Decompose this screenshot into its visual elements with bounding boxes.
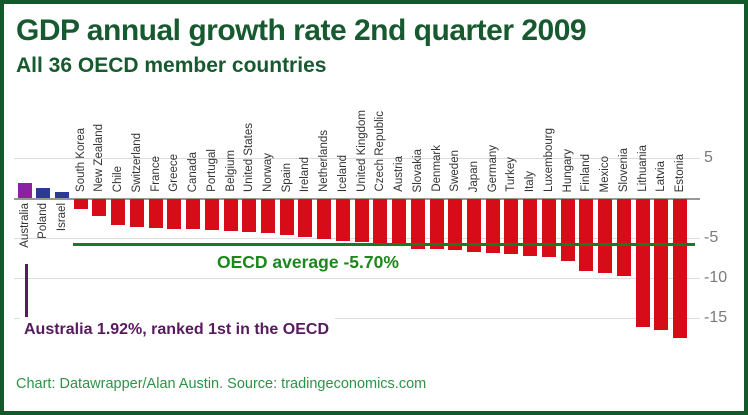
- country-label-luxembourg: Luxembourg: [542, 128, 555, 192]
- country-label-united-states: United States: [243, 122, 256, 192]
- bar-united-kingdom: [354, 199, 369, 243]
- country-label-slovakia: Slovakia: [411, 148, 424, 192]
- country-label-norway: Norway: [261, 153, 274, 192]
- country-label-iceland: Iceland: [336, 154, 349, 192]
- bar-hungary: [560, 199, 575, 262]
- bar-luxembourg: [541, 199, 556, 258]
- country-label-netherlands: Netherlands: [318, 129, 331, 192]
- y-tick-label--15: -15: [704, 309, 728, 326]
- bar-norway: [260, 199, 275, 234]
- bar-netherlands: [317, 199, 332, 239]
- country-label-mexico: Mexico: [599, 155, 612, 192]
- bar-iceland: [335, 199, 350, 241]
- bar-israel: [54, 191, 69, 198]
- country-label-united-kingdom: United Kingdom: [355, 110, 368, 192]
- country-label-chile: Chile: [112, 165, 125, 192]
- gridline--10: [14, 278, 700, 279]
- country-label-portugal: Portugal: [205, 149, 218, 192]
- bar-czech-republic: [373, 199, 388, 244]
- country-label-ireland: Ireland: [299, 156, 312, 192]
- bar-japan: [467, 199, 482, 252]
- country-label-switzerland: Switzerland: [130, 132, 143, 192]
- country-label-south-korea: South Korea: [74, 128, 87, 192]
- bar-sweden: [448, 199, 463, 251]
- country-label-sweden: Sweden: [449, 150, 462, 192]
- bar-slovenia: [616, 199, 631, 276]
- bar-south-korea: [73, 199, 88, 209]
- australia-callout-label: Australia 1.92%, ranked 1st in the OECD: [20, 318, 335, 342]
- bar-canada: [186, 199, 201, 230]
- country-label-greece: Greece: [168, 154, 181, 192]
- country-label-germany: Germany: [486, 144, 499, 192]
- gridline--15: [14, 318, 700, 319]
- bar-france: [148, 199, 163, 228]
- bar-ireland: [298, 199, 313, 237]
- country-label-japan: Japan: [468, 160, 481, 192]
- country-label-spain: Spain: [280, 162, 293, 192]
- country-label-italy: Italy: [524, 170, 537, 192]
- oecd-average-line: [73, 242, 695, 246]
- australia-callout-line: [24, 264, 28, 317]
- country-label-finland: Finland: [580, 154, 593, 192]
- bar-new-zealand: [92, 199, 107, 216]
- country-label-belgium: Belgium: [224, 150, 237, 192]
- bar-mexico: [598, 199, 613, 273]
- country-label-france: France: [149, 156, 162, 192]
- bar-united-states: [242, 199, 257, 232]
- bar-chile: [111, 199, 126, 225]
- footer-credit: Chart: Datawrapper/Alan Austin. Source: …: [16, 376, 427, 392]
- bar-belgium: [223, 199, 238, 231]
- bar-turkey: [504, 199, 519, 255]
- gridline-5: [14, 158, 700, 159]
- country-label-hungary: Hungary: [561, 148, 574, 192]
- chart-subtitle: All 36 OECD member countries: [16, 54, 327, 77]
- y-tick-label--5: -5: [704, 229, 719, 246]
- y-tick-label--10: -10: [704, 269, 728, 286]
- bar-italy: [523, 199, 538, 256]
- bar-finland: [579, 199, 594, 271]
- country-label-new-zealand: New Zealand: [93, 124, 106, 192]
- country-label-australia: Australia: [18, 203, 31, 248]
- bar-portugal: [204, 199, 219, 231]
- country-label-denmark: Denmark: [430, 145, 443, 192]
- bar-poland: [36, 188, 51, 198]
- country-label-austria: Austria: [393, 156, 406, 192]
- country-label-canada: Canada: [187, 151, 200, 192]
- country-label-israel: Israel: [55, 203, 68, 232]
- bar-denmark: [429, 199, 444, 250]
- bar-latvia: [654, 199, 669, 331]
- y-tick-label-5: 5: [704, 149, 713, 166]
- country-label-turkey: Turkey: [505, 157, 518, 192]
- country-label-estonia: Estonia: [674, 153, 687, 192]
- bar-spain: [279, 199, 294, 235]
- oecd-average-label: OECD average -5.70%: [217, 252, 399, 272]
- bar-greece: [167, 199, 182, 229]
- bar-australia: [17, 182, 32, 198]
- bar-slovakia: [410, 199, 425, 249]
- bar-estonia: [673, 199, 688, 339]
- country-label-czech-republic: Czech Republic: [374, 111, 387, 192]
- country-label-poland: Poland: [37, 203, 50, 239]
- country-label-slovenia: Slovenia: [617, 147, 630, 192]
- bar-austria: [392, 199, 407, 247]
- country-label-lithuania: Lithuania: [636, 145, 649, 192]
- bar-lithuania: [635, 199, 650, 327]
- bar-switzerland: [129, 199, 144, 227]
- chart-title: GDP annual growth rate 2nd quarter 2009: [16, 14, 587, 47]
- bar-germany: [485, 199, 500, 253]
- country-label-latvia: Latvia: [655, 161, 668, 192]
